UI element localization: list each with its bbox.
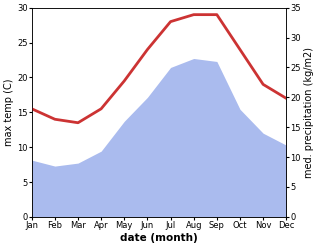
Y-axis label: max temp (C): max temp (C) <box>4 79 14 146</box>
X-axis label: date (month): date (month) <box>120 233 198 243</box>
Y-axis label: med. precipitation (kg/m2): med. precipitation (kg/m2) <box>304 47 314 178</box>
